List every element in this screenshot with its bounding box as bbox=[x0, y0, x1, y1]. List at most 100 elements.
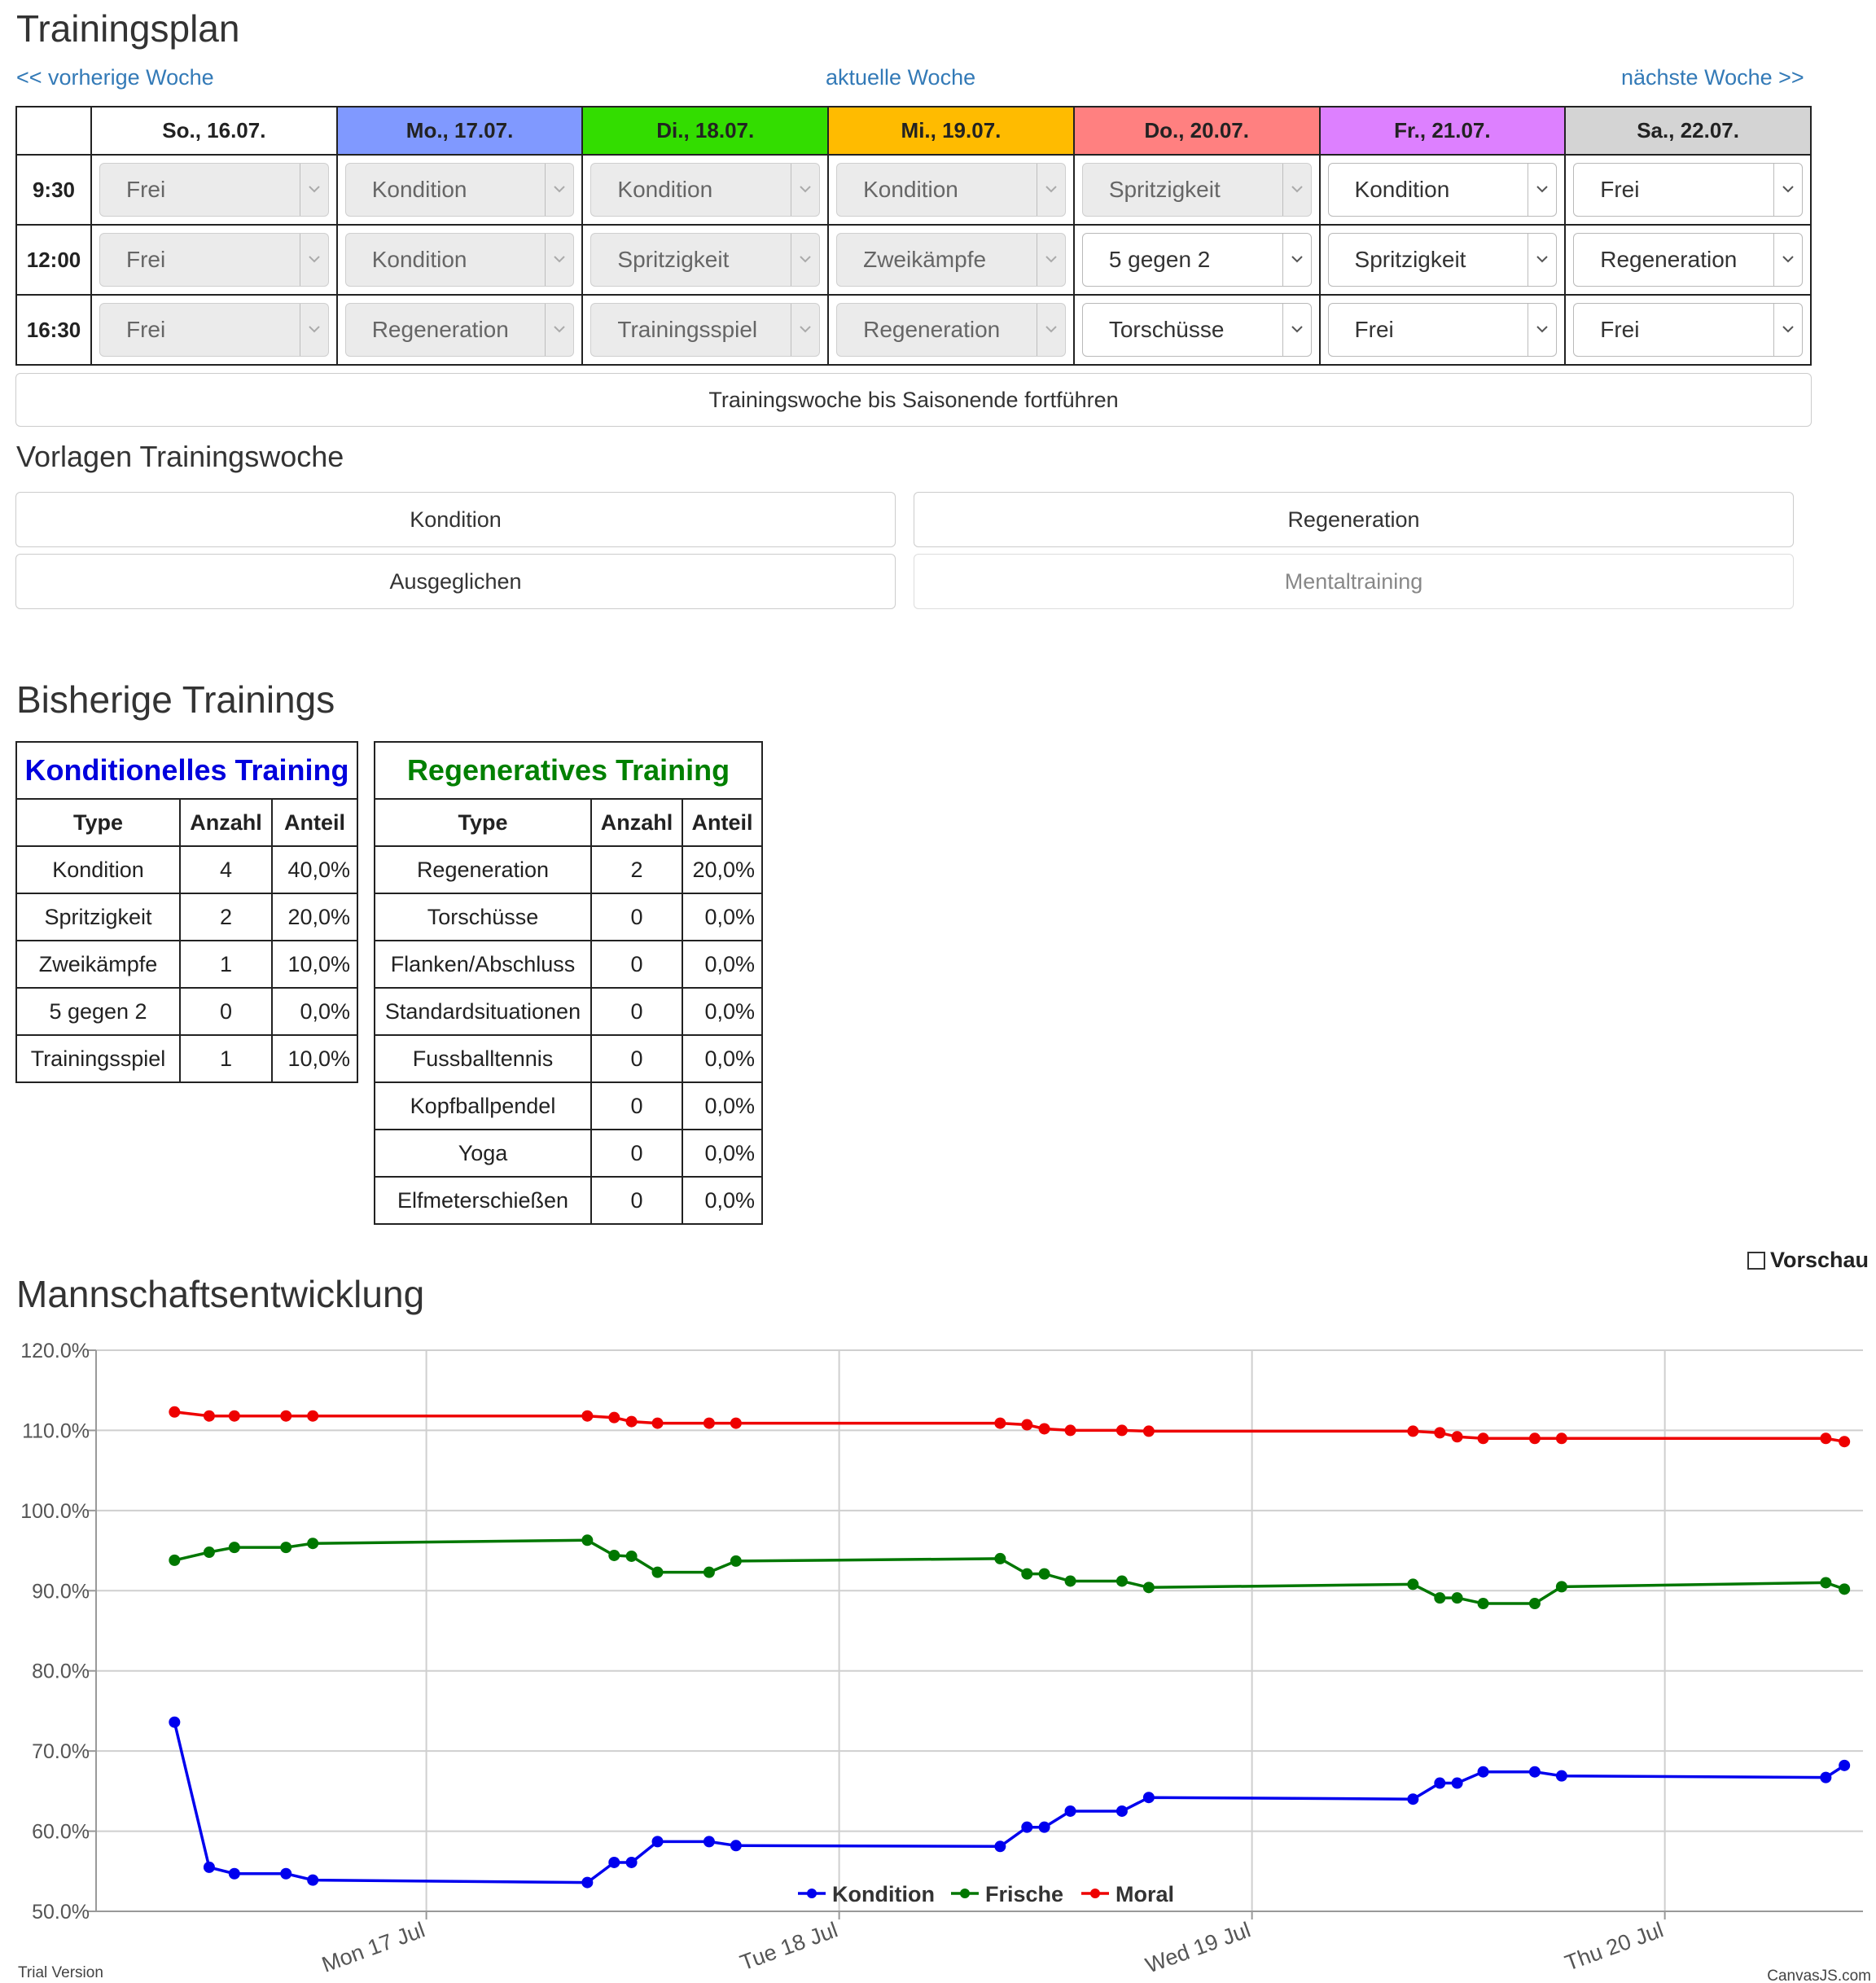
data-point-kondition[interactable] bbox=[1477, 1766, 1489, 1778]
data-point-moral[interactable] bbox=[1820, 1432, 1832, 1445]
data-point-frische[interactable] bbox=[581, 1534, 594, 1546]
template-ausgeglichen-button[interactable]: Ausgeglichen bbox=[15, 554, 896, 609]
data-point-moral[interactable] bbox=[1434, 1427, 1446, 1439]
data-point-moral[interactable] bbox=[1064, 1424, 1076, 1437]
data-point-frische[interactable] bbox=[1407, 1578, 1419, 1590]
data-point-moral[interactable] bbox=[1038, 1423, 1050, 1435]
preview-checkbox[interactable]: Vorschau bbox=[1747, 1248, 1869, 1273]
data-point-kondition[interactable] bbox=[608, 1856, 620, 1868]
data-point-kondition[interactable] bbox=[1451, 1777, 1463, 1789]
chevron-down-icon[interactable] bbox=[1773, 234, 1802, 286]
data-point-frische[interactable] bbox=[203, 1546, 215, 1559]
data-point-moral[interactable] bbox=[280, 1410, 292, 1422]
chevron-down-icon[interactable] bbox=[1282, 234, 1311, 286]
legend-label[interactable]: Moral bbox=[1116, 1882, 1174, 1906]
data-point-moral[interactable] bbox=[1555, 1432, 1567, 1445]
data-point-frische[interactable] bbox=[1142, 1582, 1155, 1594]
current-week-link[interactable]: aktuelle Woche bbox=[826, 65, 976, 90]
data-point-frische[interactable] bbox=[651, 1566, 664, 1578]
chevron-down-icon[interactable] bbox=[1528, 304, 1556, 356]
data-point-moral[interactable] bbox=[994, 1417, 1006, 1429]
data-point-frische[interactable] bbox=[1064, 1575, 1076, 1587]
data-point-kondition[interactable] bbox=[703, 1836, 715, 1848]
data-point-moral[interactable] bbox=[1142, 1425, 1155, 1437]
data-point-kondition[interactable] bbox=[1142, 1792, 1155, 1804]
training-select[interactable]: Frei bbox=[1327, 303, 1558, 357]
checkbox-box[interactable] bbox=[1747, 1252, 1765, 1270]
training-select[interactable]: Torschüsse bbox=[1081, 303, 1312, 357]
training-select[interactable]: Frei bbox=[1573, 303, 1803, 357]
data-point-moral[interactable] bbox=[703, 1417, 715, 1429]
data-point-kondition[interactable] bbox=[1064, 1805, 1076, 1817]
data-point-moral[interactable] bbox=[1021, 1419, 1033, 1431]
data-point-moral[interactable] bbox=[730, 1417, 742, 1429]
chevron-down-icon[interactable] bbox=[1528, 234, 1556, 286]
data-point-kondition[interactable] bbox=[280, 1867, 292, 1880]
data-point-moral[interactable] bbox=[651, 1417, 664, 1429]
data-point-moral[interactable] bbox=[169, 1406, 181, 1418]
data-point-frische[interactable] bbox=[1116, 1575, 1128, 1587]
data-point-kondition[interactable] bbox=[1434, 1777, 1446, 1789]
training-select[interactable]: Frei bbox=[1573, 163, 1803, 217]
data-point-frische[interactable] bbox=[1555, 1581, 1567, 1593]
data-point-kondition[interactable] bbox=[228, 1867, 240, 1880]
data-point-frische[interactable] bbox=[703, 1566, 715, 1578]
data-point-frische[interactable] bbox=[994, 1552, 1006, 1564]
data-point-moral[interactable] bbox=[228, 1410, 240, 1422]
data-point-kondition[interactable] bbox=[1528, 1766, 1541, 1778]
data-point-kondition[interactable] bbox=[1021, 1821, 1033, 1833]
data-point-kondition[interactable] bbox=[581, 1876, 594, 1889]
training-select[interactable]: Regeneration bbox=[1573, 233, 1803, 287]
data-point-frische[interactable] bbox=[1451, 1592, 1463, 1604]
data-point-kondition[interactable] bbox=[203, 1861, 215, 1873]
next-week-link[interactable]: nächste Woche >> bbox=[1621, 65, 1804, 90]
template-mentaltraining-button[interactable]: Mentaltraining bbox=[914, 554, 1794, 609]
data-point-frische[interactable] bbox=[625, 1550, 638, 1562]
data-point-kondition[interactable] bbox=[1407, 1793, 1419, 1805]
training-select[interactable]: Kondition bbox=[1327, 163, 1558, 217]
data-point-frische[interactable] bbox=[1021, 1568, 1033, 1580]
template-regeneration-button[interactable]: Regeneration bbox=[914, 492, 1794, 547]
data-point-moral[interactable] bbox=[1451, 1431, 1463, 1443]
data-point-kondition[interactable] bbox=[307, 1874, 319, 1886]
data-point-kondition[interactable] bbox=[730, 1840, 742, 1852]
data-point-moral[interactable] bbox=[1116, 1424, 1128, 1437]
continue-season-button[interactable]: Trainingswoche bis Saisonende fortführen bbox=[15, 373, 1812, 427]
data-point-kondition[interactable] bbox=[169, 1716, 181, 1728]
data-point-kondition[interactable] bbox=[651, 1836, 664, 1848]
data-point-frische[interactable] bbox=[608, 1549, 620, 1561]
chevron-down-icon[interactable] bbox=[1773, 304, 1802, 356]
data-point-moral[interactable] bbox=[203, 1410, 215, 1422]
chevron-down-icon[interactable] bbox=[1773, 164, 1802, 216]
template-kondition-button[interactable]: Kondition bbox=[15, 492, 896, 547]
data-point-frische[interactable] bbox=[1820, 1577, 1832, 1589]
data-point-moral[interactable] bbox=[307, 1410, 319, 1422]
data-point-kondition[interactable] bbox=[1820, 1771, 1832, 1783]
legend-label[interactable]: Frische bbox=[985, 1882, 1063, 1906]
data-point-moral[interactable] bbox=[581, 1410, 594, 1422]
data-point-moral[interactable] bbox=[1407, 1425, 1419, 1437]
prev-week-link[interactable]: << vorherige Woche bbox=[16, 65, 214, 90]
data-point-frische[interactable] bbox=[730, 1555, 742, 1567]
data-point-moral[interactable] bbox=[608, 1411, 620, 1424]
data-point-moral[interactable] bbox=[625, 1415, 638, 1428]
data-point-moral[interactable] bbox=[1839, 1436, 1851, 1448]
data-point-frische[interactable] bbox=[169, 1554, 181, 1566]
data-point-moral[interactable] bbox=[1477, 1432, 1489, 1445]
data-point-frische[interactable] bbox=[1038, 1568, 1050, 1580]
data-point-kondition[interactable] bbox=[625, 1856, 638, 1868]
data-point-kondition[interactable] bbox=[1555, 1770, 1567, 1782]
chevron-down-icon[interactable] bbox=[1528, 164, 1556, 216]
training-select[interactable]: 5 gegen 2 bbox=[1081, 233, 1312, 287]
data-point-frische[interactable] bbox=[1839, 1583, 1851, 1595]
data-point-frische[interactable] bbox=[280, 1542, 292, 1554]
training-select[interactable]: Spritzigkeit bbox=[1327, 233, 1558, 287]
data-point-frische[interactable] bbox=[228, 1542, 240, 1554]
chevron-down-icon[interactable] bbox=[1282, 304, 1311, 356]
data-point-frische[interactable] bbox=[1528, 1598, 1541, 1610]
data-point-kondition[interactable] bbox=[1839, 1759, 1851, 1771]
data-point-kondition[interactable] bbox=[1116, 1805, 1128, 1817]
legend-label[interactable]: Kondition bbox=[832, 1882, 935, 1906]
data-point-kondition[interactable] bbox=[994, 1840, 1006, 1853]
data-point-kondition[interactable] bbox=[1038, 1821, 1050, 1833]
